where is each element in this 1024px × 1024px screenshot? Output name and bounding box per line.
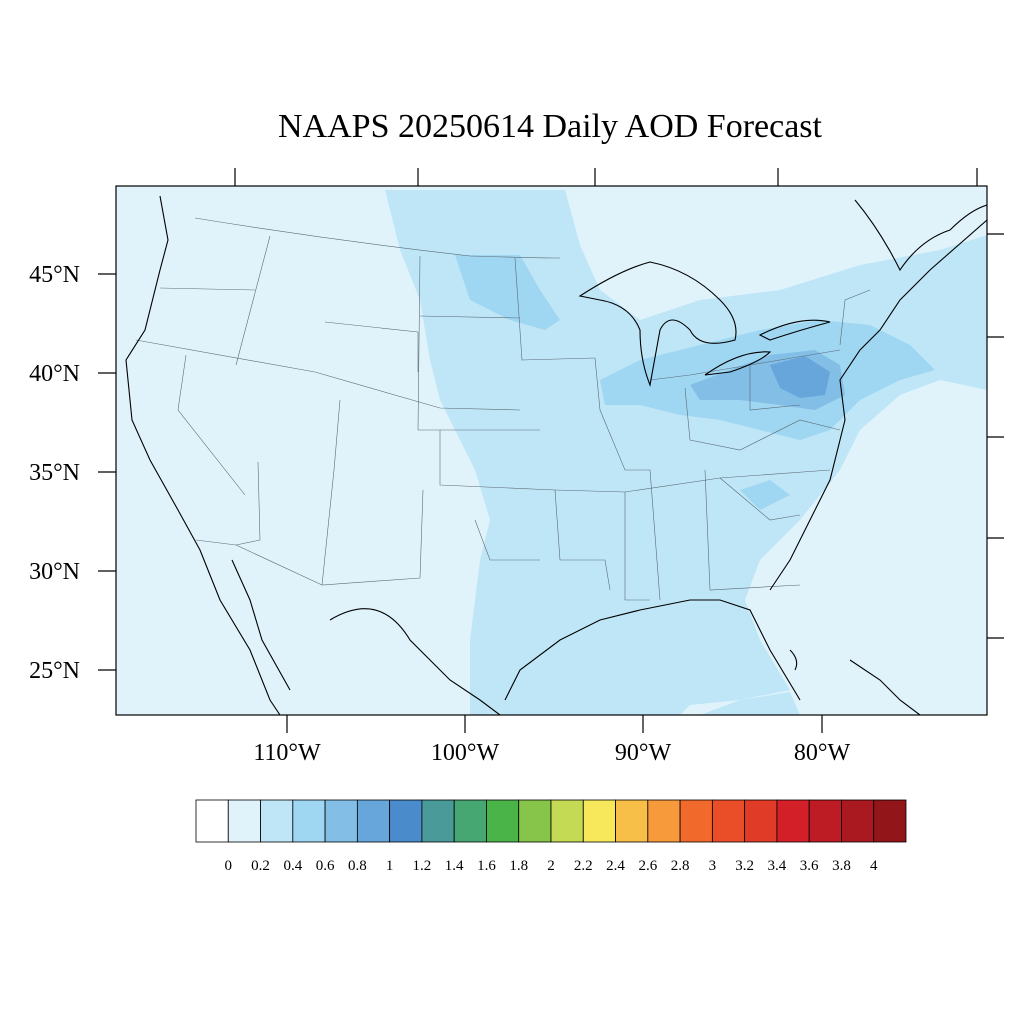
colorbar-swatch-0	[195, 799, 229, 843]
aod-field-0.8-1	[770, 356, 830, 398]
lat-label-35n: 35°N	[29, 460, 80, 486]
colorbar-label-15: 3	[709, 858, 717, 874]
colorbar-swatch-20	[841, 799, 875, 843]
colorbar-swatch-8	[453, 799, 487, 843]
colorbar-label-20: 4	[870, 858, 878, 874]
colorbar-label-16: 3.2	[735, 858, 754, 874]
map-title: NAAPS 20250614 Daily AOD Forecast	[278, 108, 822, 145]
colorbar-label-7: 1.4	[445, 858, 464, 874]
colorbar-label-11: 2.2	[574, 858, 593, 874]
colorbar-label-9: 1.8	[509, 858, 528, 874]
colorbar-swatch-10	[518, 799, 552, 843]
colorbar-swatch-18	[776, 799, 810, 843]
colorbar-label-14: 2.8	[671, 858, 690, 874]
lat-label-30n: 30°N	[29, 559, 80, 585]
colorbar-label-1: 0.2	[251, 858, 270, 874]
colorbar-swatch-13	[615, 799, 649, 843]
colorbar-label-17: 3.4	[768, 858, 787, 874]
colorbar-swatch-3	[292, 799, 326, 843]
lat-label-45n: 45°N	[29, 262, 80, 288]
lat-label-40n: 40°N	[29, 361, 80, 387]
colorbar-swatch-5	[356, 799, 391, 843]
colorbar-label-0: 0	[225, 858, 233, 874]
colorbar-label-5: 1	[386, 858, 394, 874]
map-panel	[116, 186, 987, 715]
colorbar-swatch-2	[260, 799, 294, 843]
map-frame	[115, 185, 988, 716]
colorbar	[195, 799, 907, 843]
map-ticks	[98, 168, 1004, 733]
colorbar-label-3: 0.6	[316, 858, 335, 874]
colorbar-swatch-17	[744, 799, 778, 843]
colorbar-swatch-14	[647, 799, 681, 843]
colorbar-swatch-21	[873, 799, 907, 843]
colorbar-swatch-15	[679, 799, 713, 843]
colorbar-swatch-7	[421, 799, 455, 843]
colorbar-labels: 0 0.2 0.4 0.6 0.8 1 1.2 1.4 1.6 1.8 2 2.2 2.4 2.6 2.8 3…	[225, 858, 878, 874]
colorbar-label-18: 3.6	[800, 858, 819, 874]
colorbar-swatch-4	[324, 799, 358, 843]
lon-label-110w: 110°W	[253, 740, 321, 766]
colorbar-label-8: 1.6	[477, 858, 496, 874]
lon-label-80w: 80°W	[794, 740, 851, 766]
coastlines	[125, 195, 987, 715]
lat-label-25n: 25°N	[29, 658, 80, 684]
colorbar-swatch-16	[711, 799, 746, 843]
colorbar-swatch-11	[550, 799, 584, 843]
lon-label-90w: 90°W	[615, 740, 672, 766]
colorbar-label-4: 0.8	[348, 858, 367, 874]
lon-label-100w: 100°W	[431, 740, 500, 766]
colorbar-label-12: 2.4	[606, 858, 625, 874]
colorbar-swatch-19	[808, 799, 842, 843]
colorbar-label-2: 0.4	[283, 858, 302, 874]
colorbar-swatch-6	[389, 799, 423, 843]
colorbar-label-19: 3.8	[832, 858, 851, 874]
colorbar-swatch-12	[582, 799, 616, 843]
colorbar-label-6: 1.2	[413, 858, 432, 874]
colorbar-label-13: 2.6	[638, 858, 657, 874]
colorbar-swatch-9	[486, 799, 520, 843]
state-boundaries	[135, 217, 871, 601]
colorbar-swatch-1	[227, 799, 261, 843]
colorbar-label-10: 2	[547, 858, 555, 874]
